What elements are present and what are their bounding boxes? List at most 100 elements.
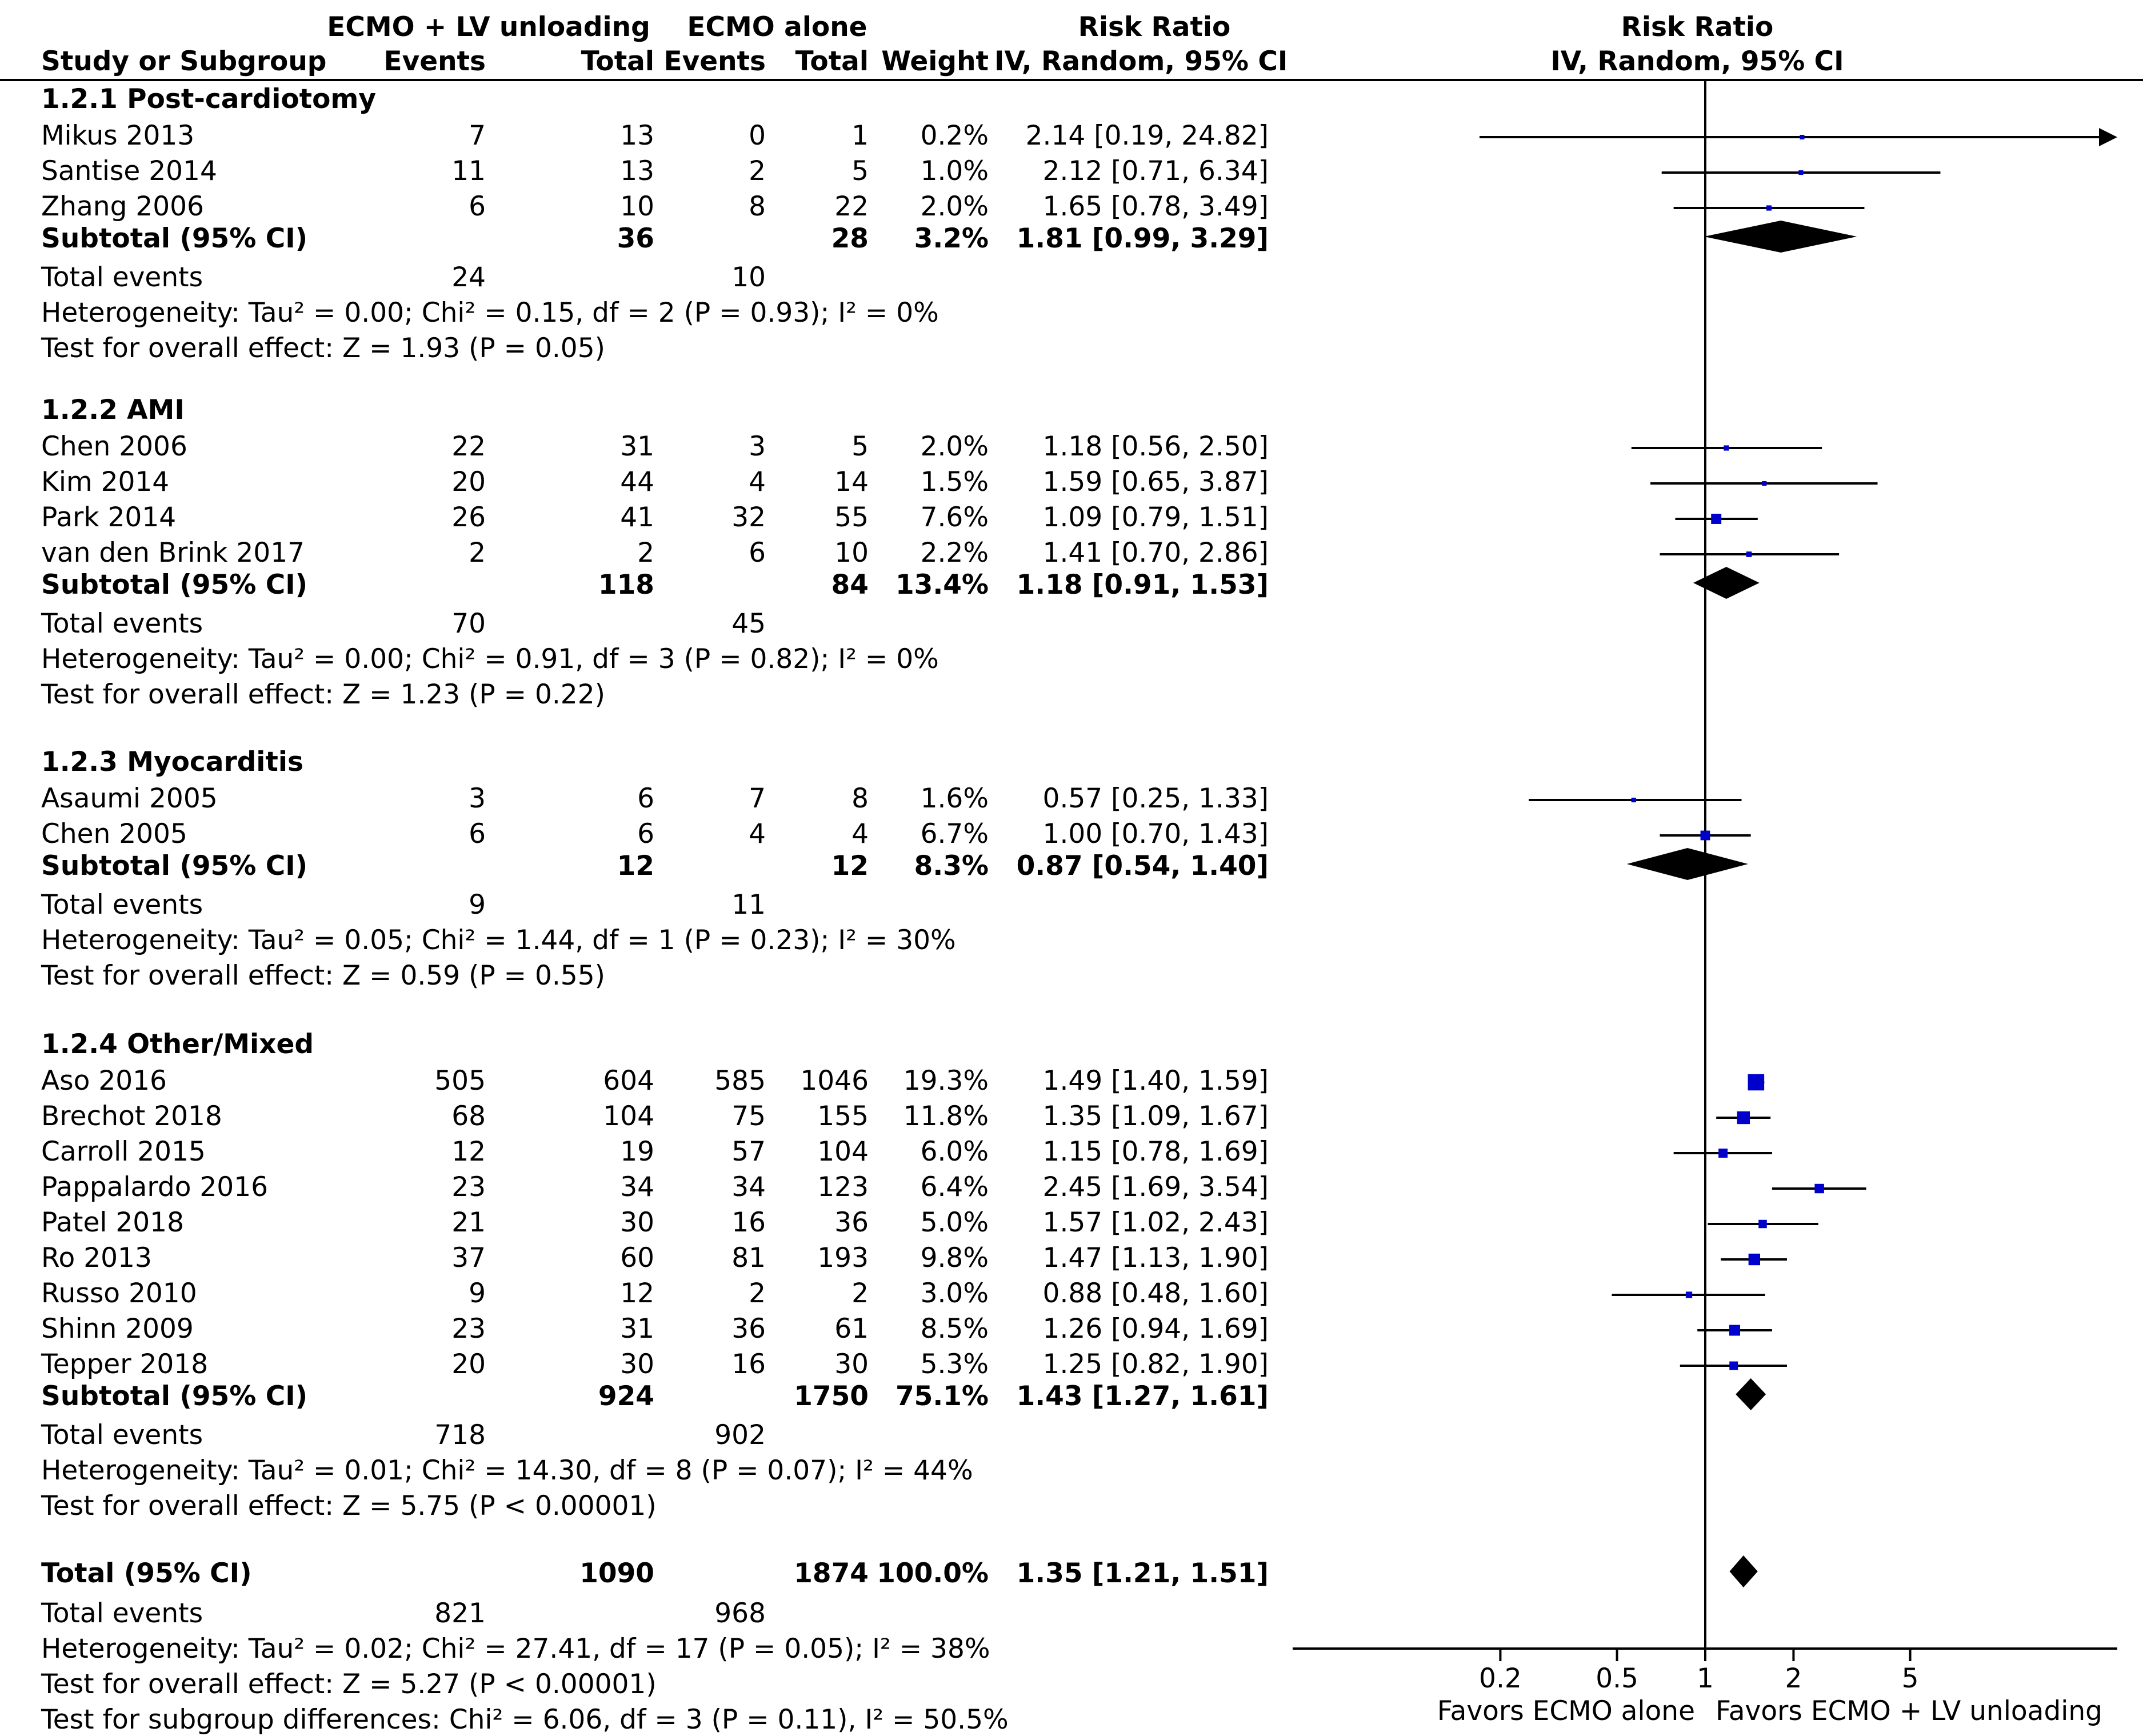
summary-diamond [1729, 1555, 1758, 1587]
statistics-text: Heterogeneity: Tau² = 0.02; Chi² = 27.41… [41, 1633, 990, 1665]
study-e1: 2 [469, 537, 486, 569]
subtotal-w: 8.3% [914, 850, 989, 882]
total-events-e2: 968 [714, 1598, 766, 1629]
study-e2: 75 [731, 1101, 766, 1132]
study-e2: 0 [749, 120, 766, 151]
study-name: Tepper 2018 [41, 1349, 209, 1380]
ci-arrow [2099, 128, 2117, 146]
subtotal-ci: 1.81 [0.99, 3.29] [1016, 223, 1269, 254]
study-name: Pappalardo 2016 [41, 1171, 268, 1203]
subtotal-n1: 36 [617, 223, 654, 254]
subtotal-label: Subtotal (95% CI) [41, 850, 308, 882]
point-estimate-square [1798, 170, 1804, 175]
study-name: Brechot 2018 [41, 1101, 222, 1132]
summary-diamond [1693, 567, 1760, 599]
point-estimate-square [1724, 445, 1729, 451]
study-n2: 5 [851, 431, 869, 462]
point-estimate-square [1631, 797, 1636, 803]
study-e1: 21 [451, 1207, 486, 1238]
study-e2: 34 [731, 1171, 766, 1203]
subgroup-heading: 1.2.2 AMI [41, 394, 185, 426]
total-events-e2: 902 [714, 1419, 766, 1451]
statistics-text: Test for overall effect: Z = 1.23 (P = 0… [41, 679, 605, 710]
study-w: 5.3% [920, 1349, 989, 1380]
statistics-text: Test for overall effect: Z = 0.59 (P = 0… [41, 960, 605, 991]
study-name: Aso 2016 [41, 1065, 167, 1097]
study-e2: 16 [731, 1349, 766, 1380]
total-events-e2: 45 [731, 608, 766, 639]
subtotal-w: 13.4% [895, 569, 989, 601]
study-e2: 32 [731, 502, 766, 533]
study-name: van den Brink 2017 [41, 537, 305, 569]
group1-header: ECMO + LV unloading [327, 11, 650, 43]
study-ci: 0.88 [0.48, 1.60] [1042, 1278, 1269, 1309]
study-e1: 11 [451, 155, 486, 187]
total-events-e1: 24 [451, 262, 486, 293]
study-ci: 1.57 [1.02, 2.43] [1042, 1207, 1269, 1238]
total-events-label: Total events [41, 1419, 203, 1451]
study-ci: 1.15 [0.78, 1.69] [1042, 1136, 1269, 1167]
subtotal-n1: 1090 [579, 1558, 654, 1589]
study-e1: 9 [469, 1278, 486, 1309]
subtotal-n1: 12 [617, 850, 654, 882]
study-name: Santise 2014 [41, 155, 217, 187]
point-estimate-square [1718, 1149, 1728, 1158]
point-estimate-square [1729, 1361, 1738, 1370]
study-ci: 2.12 [0.71, 6.34] [1042, 155, 1269, 187]
statistics-text: Heterogeneity: Tau² = 0.01; Chi² = 14.30… [41, 1455, 973, 1486]
study-n1: 30 [620, 1207, 654, 1238]
study-n2: 55 [834, 502, 869, 533]
total-events-e1: 9 [469, 889, 486, 921]
total-events-e2: 11 [731, 889, 766, 921]
statistics-text: Test for overall effect: Z = 5.27 (P < 0… [41, 1669, 657, 1700]
favors-left-label: Favors ECMO alone [1437, 1695, 1695, 1727]
study-e2: 6 [749, 537, 766, 569]
x-tick-label: 1 [1697, 1663, 1714, 1694]
study-e2: 7 [749, 783, 766, 814]
total1-header: Total [581, 46, 654, 77]
study-w: 2.0% [920, 191, 989, 222]
study-ci: 1.59 [0.65, 3.87] [1042, 466, 1269, 498]
study-ci: 1.47 [1.13, 1.90] [1042, 1242, 1269, 1274]
study-ci: 1.35 [1.09, 1.67] [1042, 1101, 1269, 1132]
study-e1: 12 [451, 1136, 486, 1167]
study-n1: 10 [620, 191, 654, 222]
study-w: 2.0% [920, 431, 989, 462]
study-ci: 2.45 [1.69, 3.54] [1042, 1171, 1269, 1203]
study-w: 1.0% [920, 155, 989, 187]
subtotal-ci: 1.43 [1.27, 1.61] [1016, 1381, 1269, 1412]
statistics-text: Heterogeneity: Tau² = 0.05; Chi² = 1.44,… [41, 925, 956, 956]
study-e2: 4 [749, 818, 766, 850]
subtotal-w: 100.0% [877, 1558, 989, 1589]
study-ci: 1.49 [1.40, 1.59] [1042, 1065, 1269, 1097]
x-tick-label: 0.5 [1596, 1663, 1638, 1694]
point-estimate-square [1746, 551, 1752, 557]
study-e1: 6 [469, 818, 486, 850]
statistics-text: Heterogeneity: Tau² = 0.00; Chi² = 0.91,… [41, 643, 939, 675]
study-ci: 0.57 [0.25, 1.33] [1042, 783, 1269, 814]
point-estimate-square [1711, 514, 1722, 524]
study-column-header: Study or Subgroup [41, 46, 327, 77]
study-w: 11.8% [903, 1101, 989, 1132]
study-e2: 16 [731, 1207, 766, 1238]
subtotal-label: Subtotal (95% CI) [41, 1381, 308, 1412]
study-e1: 7 [469, 120, 486, 151]
study-n1: 104 [603, 1101, 654, 1132]
study-w: 7.6% [920, 502, 989, 533]
subtotal-label: Subtotal (95% CI) [41, 569, 308, 601]
study-n2: 30 [834, 1349, 869, 1380]
study-n1: 31 [620, 1313, 654, 1345]
study-e2: 81 [731, 1242, 766, 1274]
point-estimate-square [1748, 1074, 1765, 1091]
header-rule [0, 79, 2143, 81]
events2-header: Events [663, 46, 766, 77]
study-ci: 1.18 [0.56, 2.50] [1042, 431, 1269, 462]
study-name: Carroll 2015 [41, 1136, 206, 1167]
study-e1: 26 [451, 502, 486, 533]
study-n1: 31 [620, 431, 654, 462]
study-name: Asaumi 2005 [41, 783, 218, 814]
study-w: 6.7% [920, 818, 989, 850]
study-ci: 2.14 [0.19, 24.82] [1025, 120, 1269, 151]
study-n1: 604 [603, 1065, 654, 1097]
